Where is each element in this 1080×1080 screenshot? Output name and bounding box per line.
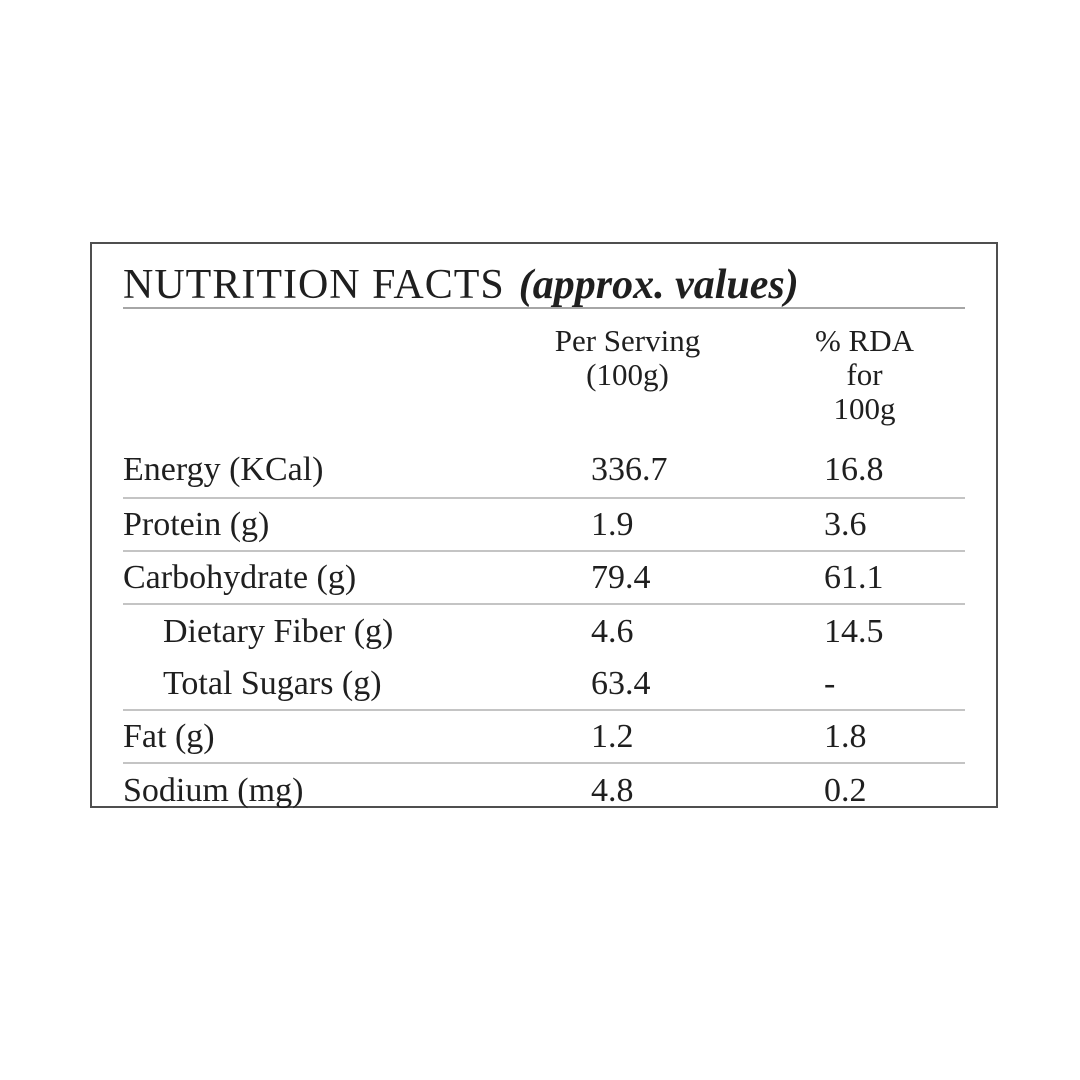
row-label: Dietary Fiber (g) (163, 612, 394, 650)
row-per-serving-value: 4.6 (591, 612, 634, 650)
row-label: Energy (KCal) (123, 450, 324, 488)
row-rda-value: 61.1 (824, 558, 884, 596)
row-rda-value: 0.2 (824, 771, 867, 809)
page-title: NUTRITION FACTS (123, 262, 505, 308)
table-row-carbohydrate: Carbohydrate (g) 79.4 61.1 (123, 552, 965, 605)
title-row: NUTRITION FACTS (approx. values) (123, 244, 965, 308)
row-per-serving-value: 79.4 (591, 558, 651, 596)
row-rda-value: 1.8 (824, 717, 867, 755)
row-rda-value: - (824, 664, 836, 702)
column-header-per-serving-line2: (100g) (586, 357, 669, 392)
row-per-serving-value: 336.7 (591, 450, 668, 488)
page-title-suffix: (approx. values) (518, 262, 799, 308)
row-per-serving-value: 4.8 (591, 771, 634, 809)
row-rda-value: 14.5 (824, 612, 884, 650)
title-divider (123, 307, 965, 309)
column-header-rda-line1: % RDA for (814, 323, 915, 392)
table-row-fat: Fat (g) 1.2 1.8 (123, 711, 965, 764)
row-label: Protein (g) (123, 505, 270, 543)
table-row-energy: Energy (KCal) 336.7 16.8 (123, 442, 965, 499)
row-per-serving-value: 63.4 (591, 664, 651, 702)
table-row-sodium: Sodium (mg) 4.8 0.2 (123, 764, 965, 817)
row-label: Fat (g) (123, 717, 215, 755)
table-row-total-sugars: Total Sugars (g) 63.4 - (123, 658, 965, 711)
nutrition-facts-card: NUTRITION FACTS (approx. values) Per Ser… (90, 242, 998, 809)
row-label: Total Sugars (g) (163, 664, 382, 702)
row-per-serving-value: 1.2 (591, 717, 634, 755)
table-row-protein: Protein (g) 1.9 3.6 (123, 499, 965, 552)
row-label: Sodium (mg) (123, 771, 304, 809)
column-header-per-serving: Per Serving (100g) (511, 324, 744, 392)
row-per-serving-value: 1.9 (591, 505, 634, 543)
column-header-rda: % RDA for 100g (794, 324, 935, 426)
table-row-dietary-fiber: Dietary Fiber (g) 4.6 14.5 (123, 605, 965, 658)
row-rda-value: 16.8 (824, 450, 884, 488)
column-header-rda-line2: 100g (833, 391, 896, 426)
column-header-row: Per Serving (100g) % RDA for 100g (123, 309, 965, 442)
column-header-per-serving-line1: Per Serving (554, 323, 701, 358)
row-rda-value: 3.6 (824, 505, 867, 543)
row-label: Carbohydrate (g) (123, 558, 357, 596)
